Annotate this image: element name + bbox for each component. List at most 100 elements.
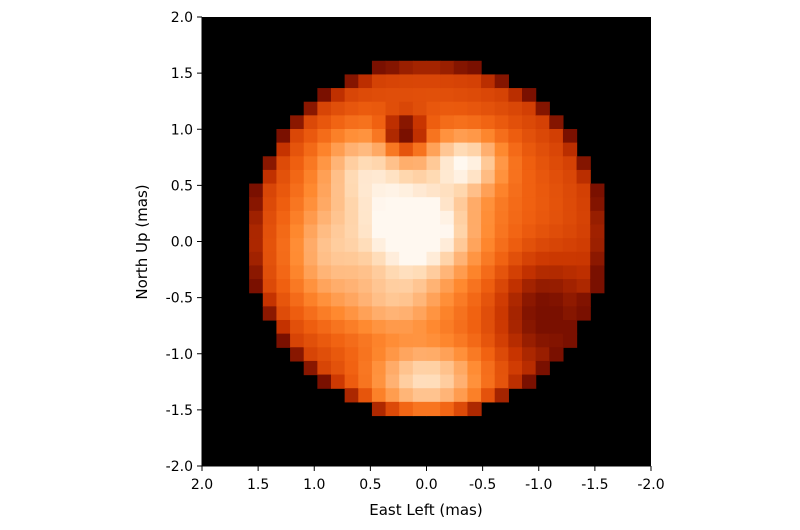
disk-pixel: [562, 279, 578, 294]
disk-pixel: [385, 60, 400, 76]
disk-pixel: [508, 306, 523, 321]
disk-pixel: [331, 88, 346, 103]
disk-pixel: [344, 197, 359, 212]
disk-pixel: [549, 224, 564, 239]
disk-pixel: [440, 88, 455, 103]
disk-pixel: [262, 292, 278, 307]
disk-pixel: [535, 210, 550, 226]
disk-pixel: [590, 183, 605, 198]
disk-pixel: [317, 156, 332, 171]
disk-pixel: [440, 238, 455, 253]
disk-pixel: [549, 197, 564, 212]
disk-pixel: [358, 374, 373, 389]
disk-pixel: [481, 360, 496, 376]
disk-pixel: [467, 238, 482, 253]
disk-pixel: [331, 347, 346, 362]
disk-pixel: [494, 251, 509, 267]
disk-pixel: [262, 265, 278, 280]
disk-pixel: [453, 251, 469, 267]
disk-pixel: [385, 401, 400, 417]
disk-pixel: [467, 60, 482, 76]
disk-pixel: [453, 388, 469, 403]
stellar-disk: [249, 60, 605, 417]
disk-pixel: [262, 183, 278, 198]
disk-pixel: [535, 292, 550, 307]
disk-pixel: [303, 347, 318, 362]
disk-pixel: [494, 169, 509, 185]
disk-pixel: [467, 251, 482, 267]
disk-pixel: [358, 88, 373, 103]
disk-pixel: [453, 101, 469, 116]
disk-pixel: [331, 319, 346, 335]
disk-pixel: [303, 169, 318, 185]
disk-pixel: [412, 156, 428, 171]
disk-pixel: [344, 360, 359, 376]
disk-pixel: [344, 210, 359, 226]
disk-pixel: [262, 224, 278, 239]
disk-pixel: [467, 142, 482, 157]
disk-pixel: [262, 169, 278, 185]
disk-pixel: [344, 319, 359, 335]
disk-pixel: [508, 265, 523, 280]
disk-pixel: [481, 224, 496, 239]
disk-pixel: [303, 333, 318, 348]
disk-pixel: [453, 238, 469, 253]
disk-pixel: [481, 265, 496, 280]
disk-pixel: [522, 347, 537, 362]
disk-pixel: [249, 265, 264, 280]
disk-pixel: [290, 197, 305, 212]
disk-pixel: [426, 183, 441, 198]
disk-pixel: [399, 88, 414, 103]
disk-pixel: [385, 183, 400, 198]
disk-pixel: [426, 374, 441, 389]
disk-pixel: [467, 265, 482, 280]
disk-pixel: [426, 197, 441, 212]
disk-pixel: [412, 142, 428, 157]
disk-pixel: [508, 169, 523, 185]
disk-pixel: [494, 360, 509, 376]
disk-pixel: [317, 360, 332, 376]
disk-pixel: [290, 251, 305, 267]
disk-pixel: [440, 360, 455, 376]
disk-pixel: [303, 360, 318, 376]
x-tick-label: 0.0: [415, 477, 437, 493]
disk-pixel: [549, 306, 564, 321]
disk-pixel: [331, 306, 346, 321]
disk-pixel: [344, 169, 359, 185]
disk-pixel: [508, 183, 523, 198]
disk-pixel: [331, 238, 346, 253]
disk-pixel: [467, 306, 482, 321]
disk-pixel: [494, 88, 509, 103]
disk-pixel: [453, 401, 469, 417]
disk-pixel: [549, 333, 564, 348]
disk-pixel: [494, 319, 509, 335]
disk-pixel: [481, 169, 496, 185]
y-tick-label: 1.0: [171, 122, 193, 138]
disk-pixel: [440, 333, 455, 348]
disk-pixel: [303, 197, 318, 212]
disk-pixel: [276, 333, 291, 348]
disk-pixel: [399, 115, 414, 130]
disk-pixel: [549, 238, 564, 253]
disk-pixel: [426, 292, 441, 307]
disk-pixel: [344, 292, 359, 307]
disk-pixel: [494, 74, 509, 89]
disk-pixel: [412, 292, 428, 307]
disk-pixel: [590, 251, 605, 267]
disk-pixel: [494, 128, 509, 144]
disk-pixel: [385, 101, 400, 116]
disk-pixel: [453, 128, 469, 144]
disk-pixel: [549, 115, 564, 130]
disk-pixel: [371, 88, 387, 103]
disk-pixel: [399, 183, 414, 198]
disk-pixel: [249, 251, 264, 267]
disk-pixel: [385, 306, 400, 321]
disk-pixel: [522, 333, 537, 348]
disk-pixel: [385, 347, 400, 362]
disk-pixel: [371, 401, 387, 417]
disk-pixel: [358, 292, 373, 307]
disk-pixel: [453, 115, 469, 130]
disk-pixel: [549, 265, 564, 280]
disk-pixel: [522, 360, 537, 376]
disk-pixel: [508, 251, 523, 267]
